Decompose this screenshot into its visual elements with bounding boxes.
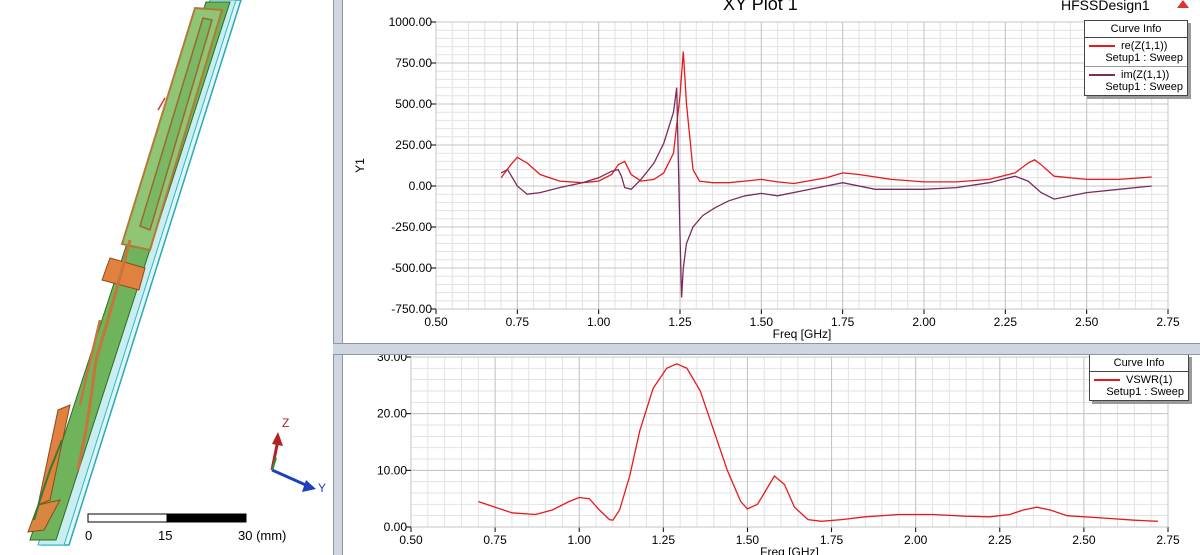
plot-title: XY Plot 1 [723, 0, 798, 14]
x-tick-label: 0.75 [506, 315, 530, 329]
x-tick-label: 1.50 [736, 533, 760, 547]
model-view[interactable]: Z Y 0 15 30 (mm) [0, 0, 333, 555]
series-line-im-z-1-1 [500, 87, 1152, 298]
hfss-logo-icon [1177, 0, 1189, 8]
legend-swatch [1089, 74, 1115, 77]
legend-swatch [1094, 379, 1120, 382]
x-tick-label: 2.50 [1075, 315, 1099, 329]
series-line-re-z-1-1 [500, 51, 1152, 185]
scale-label-15: 15 [158, 528, 173, 543]
legend-series-sub: Setup1 : Sweep [1105, 52, 1183, 64]
vertical-splitter[interactable] [333, 0, 343, 555]
scale-label-0: 0 [85, 528, 93, 543]
xy-plot-1[interactable]: XY Plot 1 HFSSDesign1 0.50 0.75 1.00 1.25 1.… [333, 0, 1200, 350]
axis-z-label: Z [282, 416, 289, 430]
x-axis-label: Freq [GHz] [773, 327, 832, 341]
y-axis-label: Y1 [353, 158, 367, 173]
xy-plot-vswr[interactable]: 0.50 0.75 1.00 1.25 1.50 1.75 2.00 2.25 2.50 2.75… [333, 350, 1200, 555]
y-tick-label: 750.00 [395, 56, 432, 70]
y-tick-label: 1000.00 [389, 15, 433, 29]
y-tick-label: 250.00 [395, 138, 432, 152]
x-tick-label: 0.50 [399, 533, 423, 547]
legend-entry-im-z11: im(Z(1,1)) Setup1 : Sweep [1085, 67, 1187, 95]
x-tick-label: 1.25 [652, 533, 676, 547]
x-tick-label: 0.75 [483, 533, 507, 547]
chart-1: 0.50 0.75 1.00 1.25 1.50 1.75 2.00 2.25 2.50 2.75… [353, 15, 1180, 341]
x-tick-label: 1.50 [750, 315, 774, 329]
design-name: HFSSDesign1 [1061, 0, 1150, 13]
series-line-vswr-1 [478, 363, 1158, 522]
y-tick-label: -250.00 [391, 220, 432, 234]
axis-triad: Z Y [270, 416, 326, 495]
legend-plot1[interactable]: Curve Info re(Z(1,1)) Setup1 : Sweep im(… [1084, 20, 1188, 96]
legend-series-sub: Setup1 : Sweep [1105, 81, 1183, 93]
axis-y-label: Y [318, 481, 326, 495]
legend-series-sub: Setup1 : Sweep [1106, 386, 1184, 398]
chart-2: 0.50 0.75 1.00 1.25 1.50 1.75 2.00 2.25 2.50 2.75… [333, 350, 1180, 555]
horizontal-splitter[interactable] [333, 343, 1200, 355]
x-tick-label: 1.75 [831, 315, 855, 329]
x-tick-label: 2.75 [1156, 315, 1180, 329]
feed-region [101, 257, 146, 291]
y-tick-label: 20.00 [377, 407, 407, 421]
x-tick-label: 2.50 [1072, 533, 1096, 547]
upper-slot [139, 17, 213, 232]
legend-series-name: re(Z(1,1)) [1121, 40, 1168, 52]
legend-entry-re-z11: re(Z(1,1)) Setup1 : Sweep [1085, 38, 1187, 67]
plot-area [410, 356, 1169, 528]
y-tick-label: 500.00 [395, 97, 432, 111]
bottom-trace [27, 499, 61, 533]
legend-entry-vswr: VSWR(1) Setup1 : Sweep [1090, 372, 1188, 400]
meander-trace [76, 239, 132, 471]
meander-trace-2 [78, 319, 102, 406]
coax-line [33, 439, 63, 521]
scale-label-30: 30 (mm) [238, 528, 287, 543]
x-tick-label: 2.00 [904, 533, 928, 547]
x-tick-label: 2.00 [912, 315, 936, 329]
antenna-model: Z Y [27, 0, 326, 546]
x-tick-label: 2.25 [988, 533, 1012, 547]
legend-title: Curve Info [1090, 355, 1188, 372]
plot-area [435, 21, 1169, 310]
x-tick-label: 2.25 [994, 315, 1018, 329]
x-tick-label: 1.75 [820, 533, 844, 547]
legend-series-name: im(Z(1,1)) [1121, 69, 1170, 81]
y-tick-label: 0.00 [384, 520, 408, 534]
legend-plot2[interactable]: Curve Info VSWR(1) Setup1 : Sweep [1089, 354, 1189, 401]
y-tick-label: -500.00 [391, 261, 432, 275]
x-tick-label: 1.00 [568, 533, 592, 547]
legend-title: Curve Info [1085, 21, 1187, 38]
y-tick-label: -750.00 [391, 302, 432, 316]
y-tick-label: 0.00 [409, 179, 433, 193]
x-tick-label: 2.75 [1156, 533, 1180, 547]
x-tick-label: 1.00 [587, 315, 611, 329]
legend-series-name: VSWR(1) [1126, 374, 1173, 386]
legend-swatch [1089, 45, 1115, 48]
x-tick-label: 1.25 [668, 315, 692, 329]
y-tick-label: 10.00 [377, 463, 407, 477]
x-axis-label: Freq [GHz] [760, 545, 819, 555]
scale-bar [87, 513, 247, 523]
x-tick-label: 0.50 [424, 315, 448, 329]
